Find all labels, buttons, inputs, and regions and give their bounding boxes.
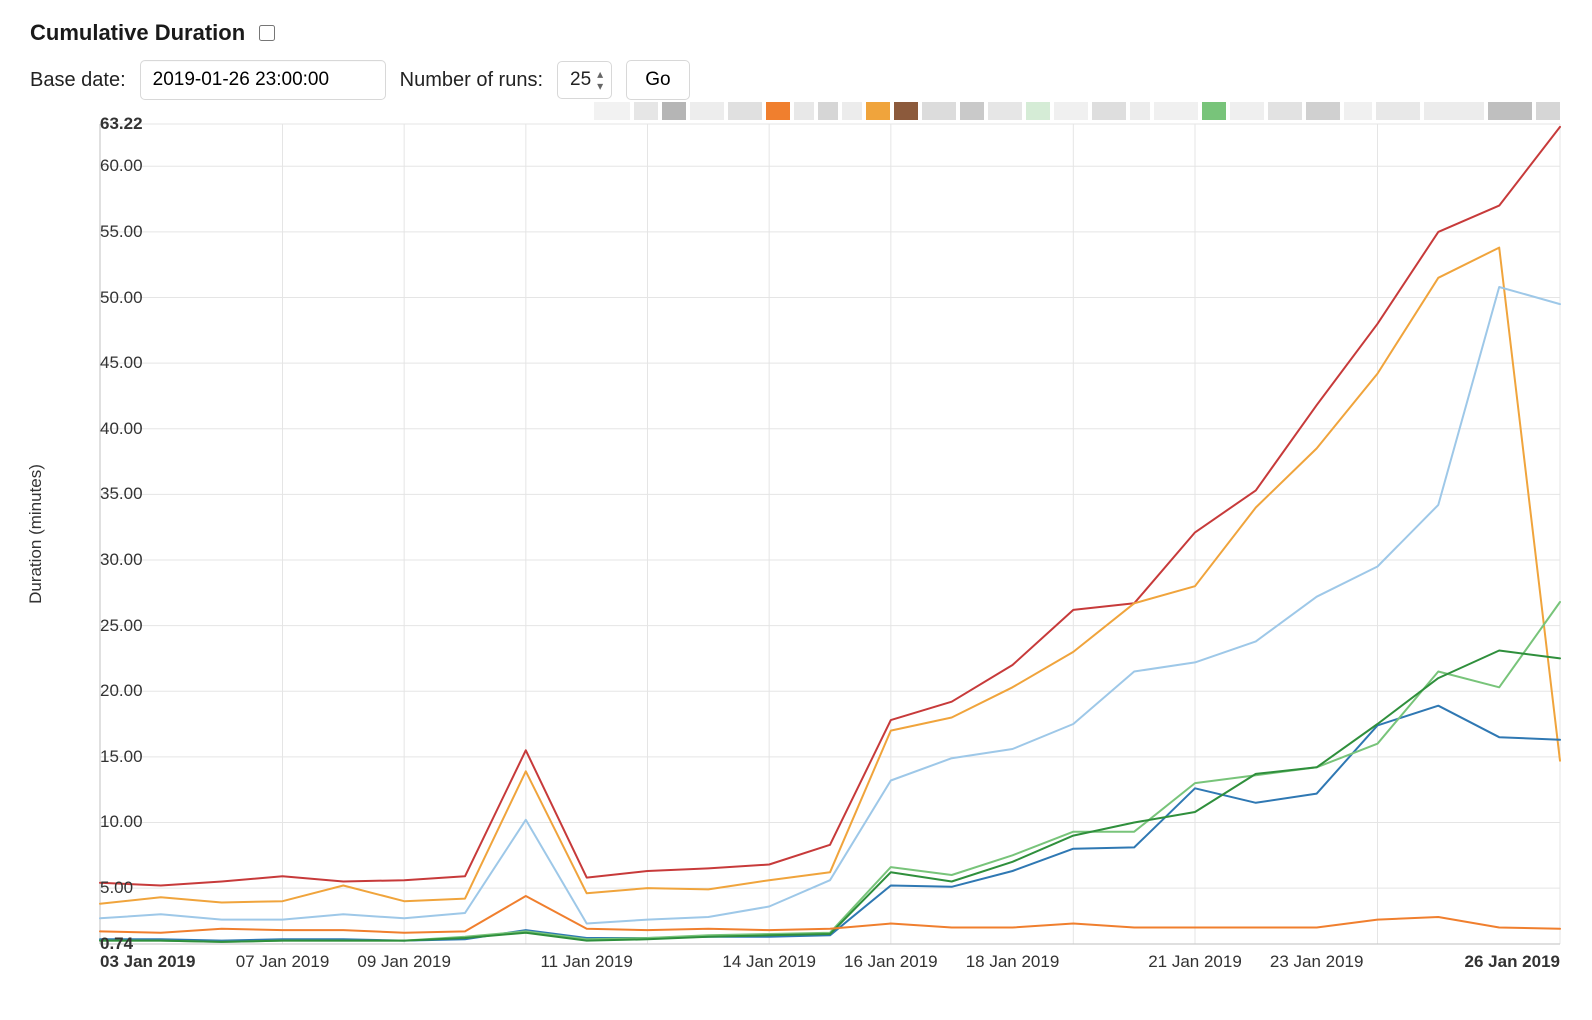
chart-area: 63.2260.0055.0050.0045.0040.0035.0030.00… (30, 124, 1560, 974)
legend-swatch[interactable] (1130, 102, 1150, 120)
x-tick-label: 16 Jan 2019 (844, 944, 938, 972)
y-axis-label: Duration (minutes) (26, 464, 46, 604)
y-tick-label: 20.00 (100, 681, 106, 701)
legend-swatch[interactable] (842, 102, 862, 120)
chevron-updown-icon: ▴▾ (597, 68, 603, 92)
y-tick-label: 50.00 (100, 288, 106, 308)
legend-swatch[interactable] (866, 102, 890, 120)
x-tick-label: 26 Jan 2019 (1465, 944, 1560, 972)
legend-swatch[interactable] (766, 102, 790, 120)
legend-swatch[interactable] (988, 102, 1022, 120)
legend-swatch[interactable] (1092, 102, 1126, 120)
x-tick-label: 14 Jan 2019 (722, 944, 816, 972)
legend-strip (594, 102, 1560, 120)
y-tick-label: 10.00 (100, 812, 106, 832)
x-tick-label: 23 Jan 2019 (1270, 944, 1364, 972)
base-date-input[interactable] (140, 60, 386, 100)
y-tick-label: 40.00 (100, 419, 106, 439)
x-tick-label: 09 Jan 2019 (357, 944, 451, 972)
base-date-label: Base date: (30, 69, 126, 92)
x-tick-label: 21 Jan 2019 (1148, 944, 1242, 972)
legend-swatch[interactable] (960, 102, 984, 120)
legend-swatch[interactable] (728, 102, 762, 120)
go-button[interactable]: Go (626, 60, 689, 100)
legend-swatch[interactable] (1344, 102, 1372, 120)
num-runs-value: 25 (570, 69, 591, 91)
cumulative-checkbox[interactable] (259, 25, 275, 41)
x-tick-label: 18 Jan 2019 (966, 944, 1060, 972)
y-tick-label: 15.00 (100, 747, 106, 767)
legend-swatch[interactable] (1026, 102, 1050, 120)
legend-swatch[interactable] (1376, 102, 1420, 120)
legend-swatch[interactable] (1424, 102, 1484, 120)
legend-swatch[interactable] (894, 102, 918, 120)
y-tick-label: 35.00 (100, 484, 106, 504)
x-tick-label: 07 Jan 2019 (236, 944, 330, 972)
legend-swatch[interactable] (1230, 102, 1264, 120)
num-runs-label: Number of runs: (400, 69, 543, 92)
page-title: Cumulative Duration (30, 20, 245, 46)
y-tick-label: 25.00 (100, 616, 106, 636)
legend-swatch[interactable] (690, 102, 724, 120)
legend-swatch[interactable] (1536, 102, 1560, 120)
y-tick-label: 5.00 (100, 878, 106, 898)
y-tick-label: 55.00 (100, 222, 106, 242)
legend-swatch[interactable] (1488, 102, 1532, 120)
x-tick-label: 11 Jan 2019 (540, 944, 632, 972)
y-tick-label: 45.00 (100, 353, 106, 373)
legend-swatch[interactable] (634, 102, 658, 120)
legend-swatch[interactable] (922, 102, 956, 120)
num-runs-select[interactable]: 25 ▴▾ (557, 61, 612, 99)
legend-swatch[interactable] (794, 102, 814, 120)
legend-swatch[interactable] (1054, 102, 1088, 120)
legend-swatch[interactable] (662, 102, 686, 120)
legend-swatch[interactable] (818, 102, 838, 120)
legend-swatch[interactable] (1268, 102, 1302, 120)
legend-swatch[interactable] (594, 102, 630, 120)
controls-row: Base date: Number of runs: 25 ▴▾ Go (30, 60, 1562, 100)
y-tick-label: 63.22 (100, 114, 106, 134)
y-tick-label: 60.00 (100, 156, 106, 176)
legend-swatch[interactable] (1202, 102, 1226, 120)
legend-swatch[interactable] (1154, 102, 1198, 120)
chart-plot (100, 124, 1560, 944)
y-tick-label: 30.00 (100, 550, 106, 570)
x-tick-label: 03 Jan 2019 (100, 944, 195, 972)
legend-swatch[interactable] (1306, 102, 1340, 120)
